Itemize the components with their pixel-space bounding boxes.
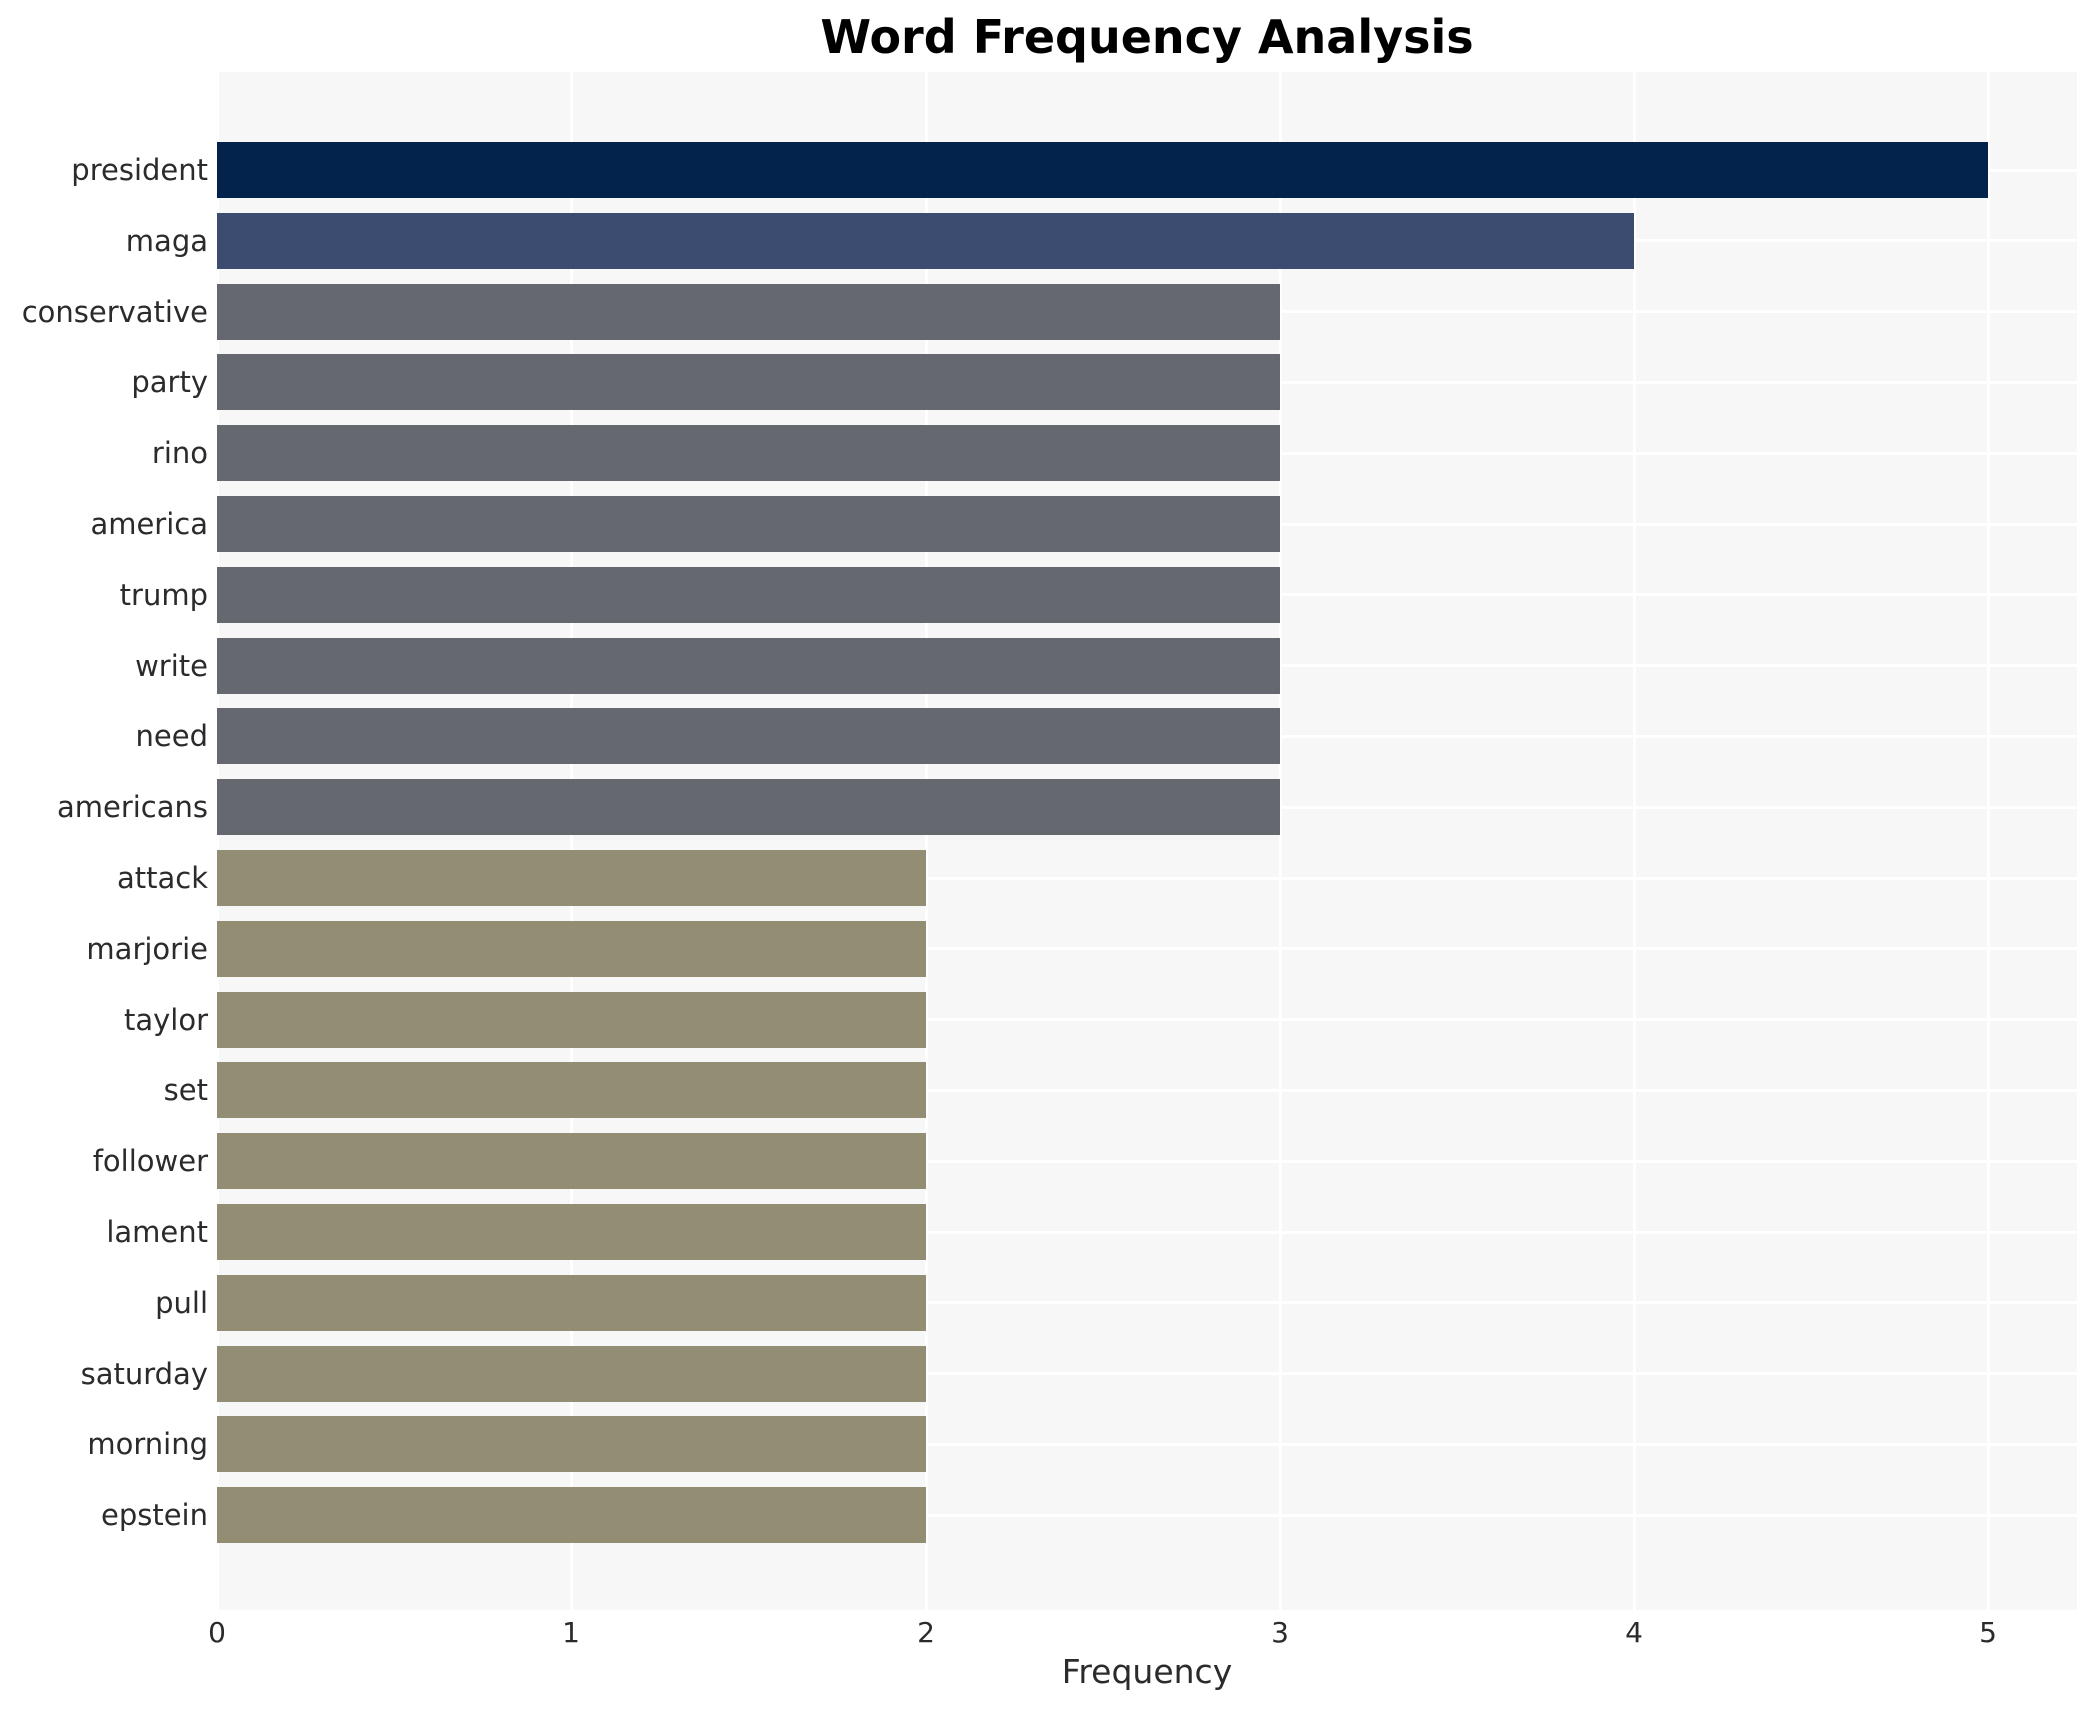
- x-tick-label: 0: [208, 1616, 226, 1649]
- bar-morning: [217, 1416, 926, 1472]
- y-tick-label: marjorie: [86, 932, 208, 966]
- y-tick-label: america: [90, 507, 208, 541]
- v-gridline: [1278, 72, 1282, 1610]
- bar-maga: [217, 213, 1635, 269]
- h-gridline: [217, 1443, 2077, 1446]
- y-tick-label: pull: [155, 1286, 208, 1320]
- x-tick-label: 1: [562, 1616, 580, 1649]
- x-tick-label: 4: [1625, 1616, 1643, 1649]
- h-gridline: [217, 1372, 2077, 1375]
- y-tick-label: morning: [87, 1427, 208, 1461]
- y-tick-label: lament: [106, 1215, 208, 1249]
- x-tick-label: 2: [917, 1616, 935, 1649]
- bar-follower: [217, 1133, 926, 1189]
- y-tick-label: rino: [151, 436, 208, 470]
- x-tick-label: 3: [1271, 1616, 1289, 1649]
- bar-need: [217, 708, 1280, 764]
- v-gridline: [1987, 72, 1991, 1610]
- bar-lament: [217, 1204, 926, 1260]
- y-axis-labels: president maga conservative party rino americ…: [0, 72, 208, 1610]
- bar-party: [217, 354, 1280, 410]
- bar-trump: [217, 567, 1280, 623]
- h-gridline: [217, 1160, 2077, 1163]
- y-tick-label: trump: [119, 578, 208, 612]
- y-tick-label: need: [135, 719, 208, 753]
- h-gridline: [217, 877, 2077, 880]
- y-tick-label: conservative: [21, 295, 208, 329]
- bar-marjorie: [217, 921, 926, 977]
- v-gridline: [216, 72, 219, 1610]
- y-tick-label: americans: [56, 790, 208, 824]
- bar-attack: [217, 850, 926, 906]
- v-gridline: [924, 72, 928, 1610]
- y-tick-label: attack: [116, 861, 208, 895]
- v-gridline: [570, 72, 574, 1610]
- x-axis-ticks: 0 1 2 3 4 5: [0, 1616, 2097, 1656]
- y-tick-label: write: [135, 649, 208, 683]
- plot-area: [216, 72, 2077, 1610]
- y-tick-label: maga: [125, 224, 208, 258]
- bar-saturday: [217, 1346, 926, 1402]
- h-gridline: [217, 1231, 2077, 1234]
- x-tick-label: 5: [1979, 1616, 1997, 1649]
- bar-set: [217, 1062, 926, 1118]
- x-axis-title: Frequency: [1061, 1652, 1233, 1691]
- y-tick-label: epstein: [100, 1498, 208, 1532]
- y-tick-label: party: [131, 365, 208, 399]
- h-gridline: [217, 1089, 2077, 1092]
- h-gridline: [217, 947, 2077, 950]
- y-tick-label: president: [71, 153, 208, 187]
- bar-pull: [217, 1275, 926, 1331]
- y-tick-label: saturday: [80, 1357, 208, 1391]
- bar-taylor: [217, 992, 926, 1048]
- y-tick-label: taylor: [123, 1003, 208, 1037]
- y-tick-label: set: [163, 1073, 208, 1107]
- v-gridline: [1633, 72, 1637, 1610]
- bar-rino: [217, 425, 1280, 481]
- bar-president: [217, 142, 1989, 198]
- bar-epstein: [217, 1487, 926, 1543]
- h-gridline: [217, 1514, 2077, 1517]
- bar-write: [217, 638, 1280, 694]
- bar-americans: [217, 779, 1280, 835]
- h-gridline: [217, 1301, 2077, 1304]
- chart-title: Word Frequency Analysis: [820, 10, 1474, 64]
- bar-conservative: [217, 284, 1280, 340]
- bar-america: [217, 496, 1280, 552]
- y-tick-label: follower: [92, 1144, 208, 1178]
- h-gridline: [217, 1018, 2077, 1021]
